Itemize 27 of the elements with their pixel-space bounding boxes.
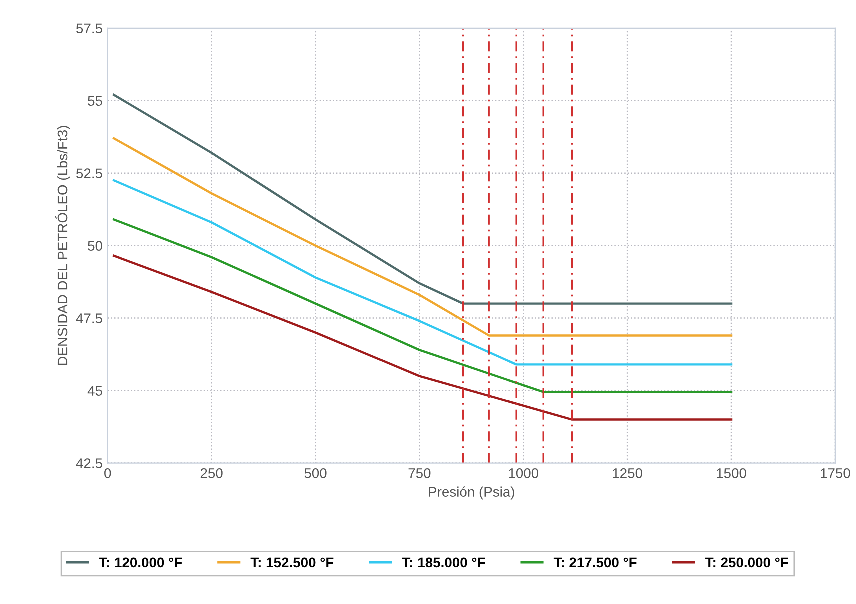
line-series [112,137,733,337]
line-series [112,218,733,394]
legend-label: T: 152.500 °F [250,558,334,568]
y-tick-label: 50 [88,241,102,251]
y-tick-label: 42.5 [76,458,102,468]
line-series [112,94,733,305]
y-axis-title: DENSIDAD DEL PETRÓLEO (Lbs/Ft3) [55,126,70,366]
y-tick-label: 57.5 [76,24,102,34]
y-tick-label: 52.5 [76,168,102,179]
legend-label: T: 185.000 °F [402,558,486,568]
x-axis-title: Presión (Psia) [429,486,514,500]
x-tick-label: 1500 [717,468,746,478]
x-tick-label: 500 [304,468,327,478]
x-tick-label: 1750 [821,468,850,478]
x-tick-label: 750 [408,468,431,478]
x-tick-label: 1250 [613,468,642,478]
x-tick-label: 0 [104,468,112,478]
legend-label: T: 217.500 °F [554,558,637,568]
legend-label: T: 120.000 °F [99,558,182,568]
line-series [112,254,733,421]
line-series [112,179,733,366]
legend-label: T: 250.000 °F [706,558,788,568]
x-tick-label: 1000 [509,468,539,478]
y-tick-label: 45 [88,386,102,396]
y-tick-label: 55 [88,96,102,106]
x-tick-label: 250 [200,468,223,478]
y-tick-label: 47.5 [76,314,102,324]
